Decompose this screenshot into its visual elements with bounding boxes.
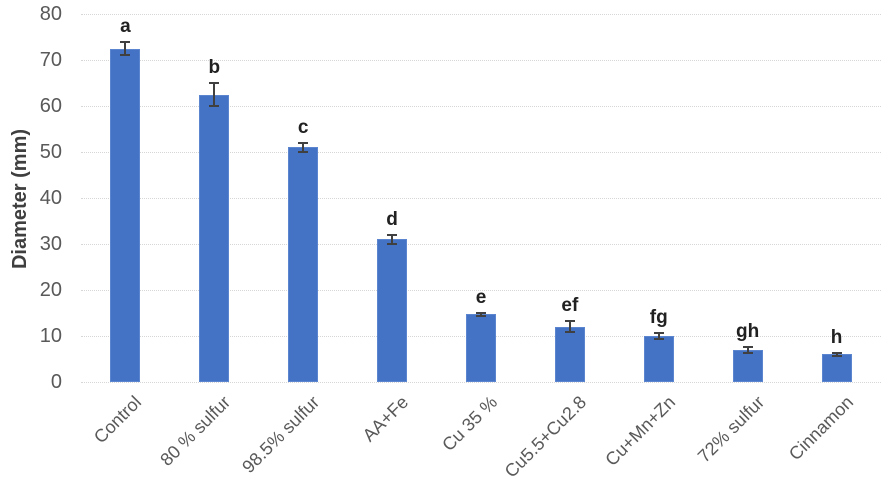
bar bbox=[377, 239, 408, 382]
error-bar bbox=[124, 41, 127, 56]
bar bbox=[554, 326, 585, 382]
significance-letter: d bbox=[386, 208, 398, 230]
error-bar-cap-bottom bbox=[831, 354, 842, 357]
error-bar bbox=[746, 346, 749, 354]
y-tick-label: 30 bbox=[39, 233, 62, 255]
y-tick-label: 40 bbox=[39, 187, 62, 209]
gridline bbox=[81, 290, 881, 291]
significance-letter: e bbox=[475, 286, 487, 308]
error-bar-cap-top bbox=[831, 352, 842, 355]
y-tick-label: 70 bbox=[39, 49, 62, 71]
y-tick-label: 50 bbox=[39, 141, 62, 163]
plot-area: a b c d e ef fg gh h bbox=[81, 14, 881, 383]
bar bbox=[199, 94, 230, 382]
bar bbox=[288, 147, 319, 382]
error-bar-cap-top bbox=[387, 233, 398, 236]
significance-letter: h bbox=[830, 327, 843, 349]
error-bar bbox=[302, 142, 305, 152]
bar bbox=[110, 48, 141, 382]
gridline bbox=[81, 198, 881, 199]
error-bar bbox=[835, 353, 838, 356]
y-tick-label: 0 bbox=[50, 371, 62, 393]
error-bar-cap-bottom bbox=[209, 105, 220, 107]
error-bar bbox=[391, 234, 394, 244]
error-bar-cap-bottom bbox=[120, 54, 131, 57]
error-bar-cap-top bbox=[298, 141, 309, 144]
error-bar bbox=[213, 83, 216, 106]
gridline bbox=[81, 244, 881, 245]
significance-letter: gh bbox=[736, 320, 760, 342]
bar bbox=[732, 349, 763, 382]
gridline bbox=[81, 106, 881, 107]
error-bar-cap-bottom bbox=[653, 337, 664, 340]
significance-letter: a bbox=[120, 15, 131, 37]
significance-letter: b bbox=[208, 57, 221, 78]
error-bar-cap-bottom bbox=[742, 352, 753, 355]
y-tick-label: 10 bbox=[39, 325, 62, 347]
error-bar-cap-top bbox=[742, 345, 753, 348]
gridline bbox=[81, 152, 881, 153]
error-bar-cap-bottom bbox=[564, 331, 575, 334]
error-bar-cap-top bbox=[476, 311, 486, 314]
error-bar-cap-bottom bbox=[298, 151, 309, 153]
error-bar-cap-bottom bbox=[387, 243, 398, 245]
error-bar-cap-top bbox=[209, 82, 220, 84]
error-bar bbox=[568, 321, 571, 333]
error-bar-cap-top bbox=[653, 332, 664, 335]
gridline bbox=[81, 60, 881, 61]
error-bar-cap-top bbox=[120, 40, 131, 43]
significance-letter: fg bbox=[649, 307, 668, 329]
y-tick-label: 20 bbox=[39, 279, 62, 301]
error-bar-cap-bottom bbox=[476, 315, 486, 318]
error-bar bbox=[480, 312, 482, 317]
bar bbox=[821, 354, 852, 382]
gridline bbox=[81, 14, 881, 15]
error-bar-cap-top bbox=[564, 320, 575, 323]
significance-letter: ef bbox=[561, 295, 579, 317]
gridline bbox=[81, 382, 881, 383]
bar bbox=[466, 314, 496, 382]
bar bbox=[643, 336, 674, 382]
error-bar bbox=[657, 333, 660, 339]
x-tick-label: Control bbox=[90, 392, 146, 448]
y-tick-label: 80 bbox=[39, 3, 62, 25]
significance-letter: c bbox=[297, 116, 309, 138]
y-tick-label: 60 bbox=[39, 95, 62, 117]
